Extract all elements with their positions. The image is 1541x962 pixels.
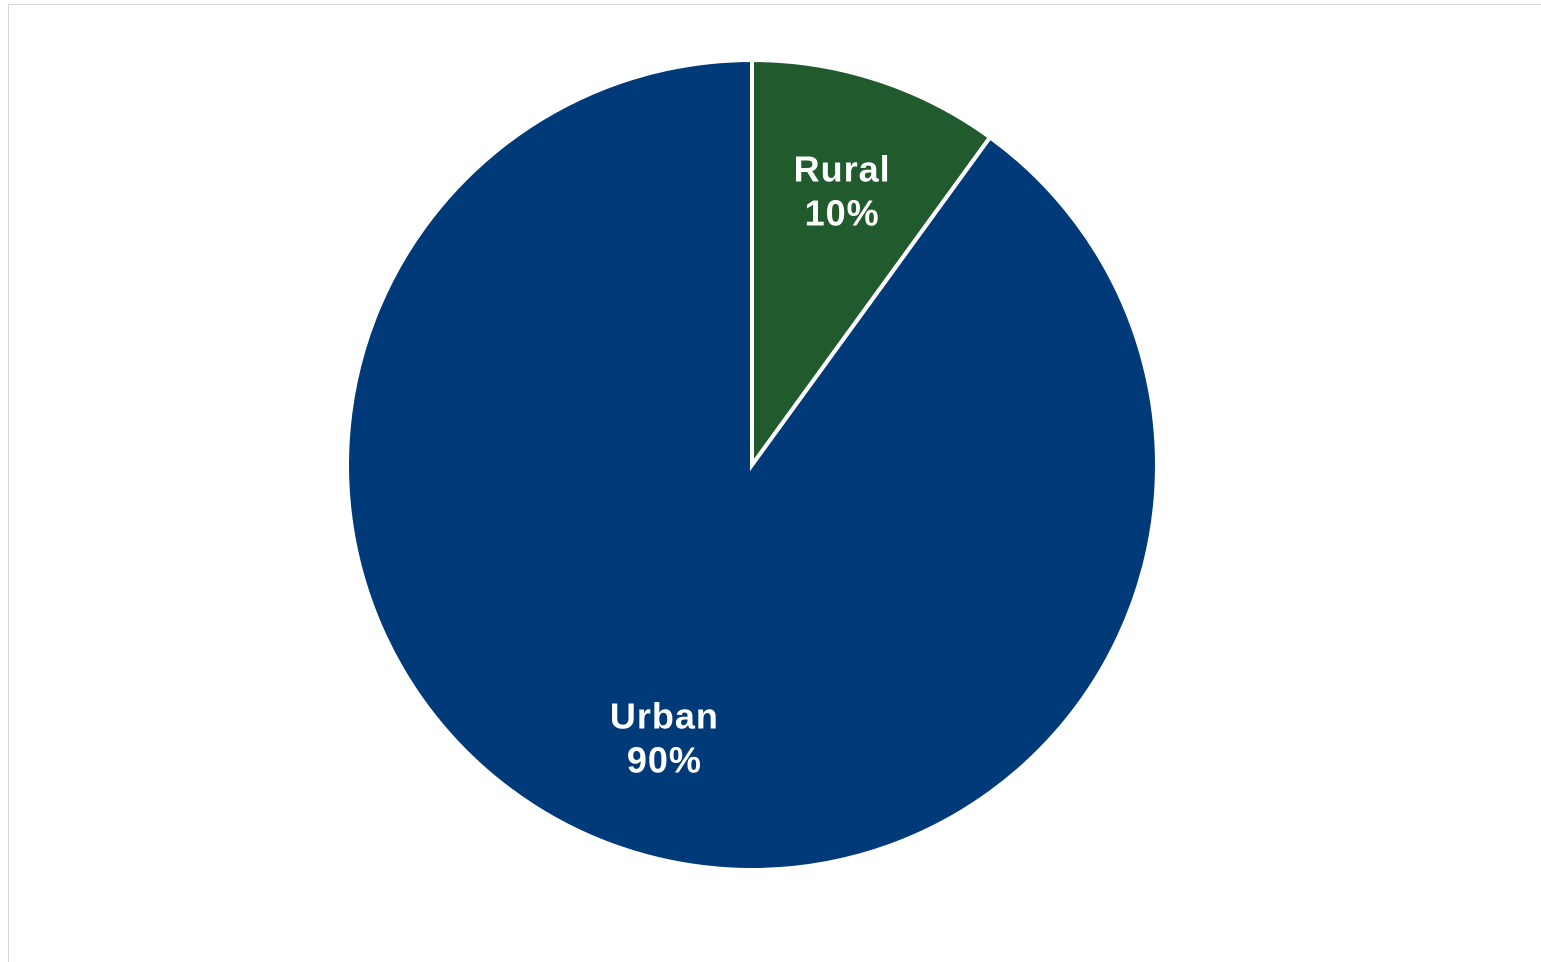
data-label-urban-percent: 90% [627, 740, 702, 781]
pie-slice-rural [750, 57, 993, 472]
pie-slice-urban [345, 57, 1159, 872]
data-label-urban-name: Urban [610, 696, 719, 737]
pie-slices [345, 57, 1159, 872]
data-label-rural-name: Rural [794, 149, 891, 190]
data-label-rural-percent: 10% [805, 193, 880, 234]
